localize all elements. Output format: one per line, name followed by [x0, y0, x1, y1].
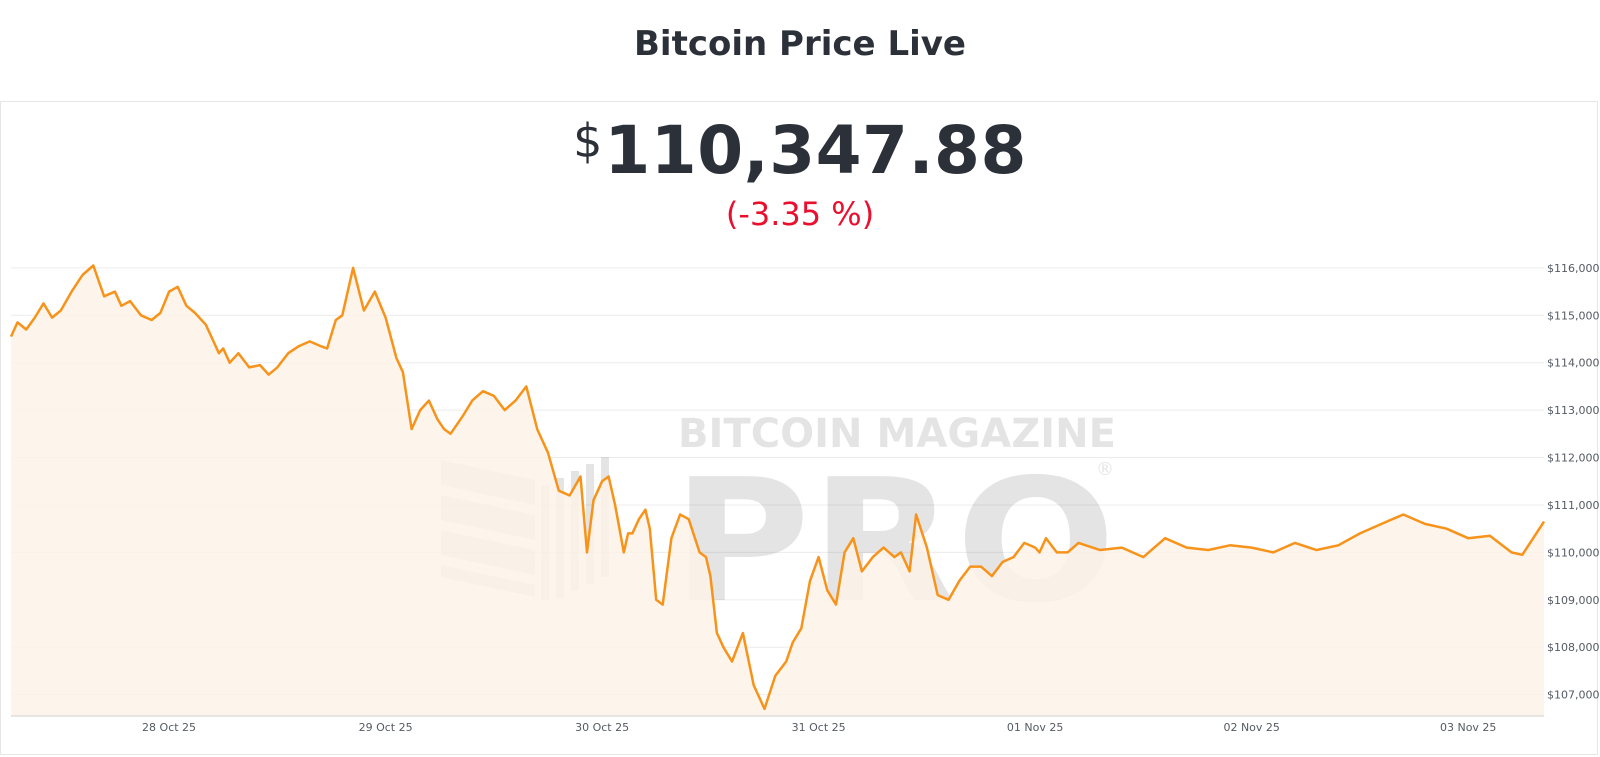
y-tick-label: $113,000	[1547, 404, 1600, 417]
x-tick-label: 30 Oct 25	[575, 721, 629, 734]
y-tick-label: $116,000	[1547, 262, 1600, 275]
y-tick-label: $107,000	[1547, 689, 1600, 702]
price-value: 110,347.88	[604, 112, 1027, 189]
x-axis-labels: 28 Oct 25 29 Oct 25 30 Oct 25 31 Oct 25 01 N…	[142, 721, 1496, 734]
y-tick-label: $115,000	[1547, 309, 1600, 322]
x-tick-label: 01 Nov 25	[1007, 721, 1063, 734]
watermark-registered-mark: ®	[1096, 459, 1114, 480]
y-axis-labels: $116,000 $115,000 $114,000 $113,000 $112,000…	[1547, 262, 1600, 702]
x-tick-label: 31 Oct 25	[792, 721, 846, 734]
price-series-line[interactable]	[9, 264, 1546, 711]
price-change-percent: (-3.35 %)	[725, 195, 875, 233]
x-tick-label: 03 Nov 25	[1440, 721, 1496, 734]
watermark-line1: BITCOIN MAGAZINE	[678, 411, 1116, 457]
page-title: Bitcoin Price Live	[634, 24, 966, 64]
y-tick-label: $108,000	[1547, 641, 1600, 654]
x-tick-label: 28 Oct 25	[142, 721, 196, 734]
y-tick-label: $114,000	[1547, 357, 1600, 370]
x-tick-label: 02 Nov 25	[1223, 721, 1279, 734]
price-area-fill	[11, 265, 1544, 716]
y-tick-label: $109,000	[1547, 594, 1600, 607]
x-tick-label: 29 Oct 25	[359, 721, 413, 734]
live-price: $110,347.88	[0, 112, 1600, 189]
y-tick-label: $111,000	[1547, 499, 1600, 512]
price-currency-symbol: $	[573, 114, 603, 168]
y-tick-label: $112,000	[1547, 452, 1600, 465]
y-tick-label: $110,000	[1547, 546, 1600, 559]
